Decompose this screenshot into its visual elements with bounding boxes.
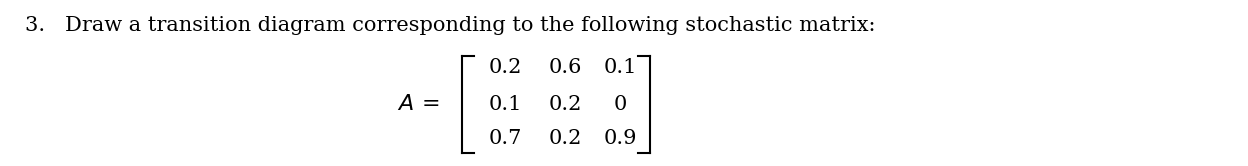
Text: 0.2: 0.2 [548,94,582,114]
Text: 0.9: 0.9 [603,129,636,149]
Text: 3.   Draw a transition diagram corresponding to the following stochastic matrix:: 3. Draw a transition diagram correspondi… [25,16,876,35]
Text: 0.7: 0.7 [488,129,522,149]
Text: 0.2: 0.2 [488,58,522,78]
Text: 0: 0 [613,94,626,114]
Text: $A\,=$: $A\,=$ [397,93,441,115]
Text: 0.2: 0.2 [548,129,582,149]
Text: 0.1: 0.1 [488,94,522,114]
Text: 0.6: 0.6 [548,58,582,78]
Text: 0.1: 0.1 [603,58,636,78]
